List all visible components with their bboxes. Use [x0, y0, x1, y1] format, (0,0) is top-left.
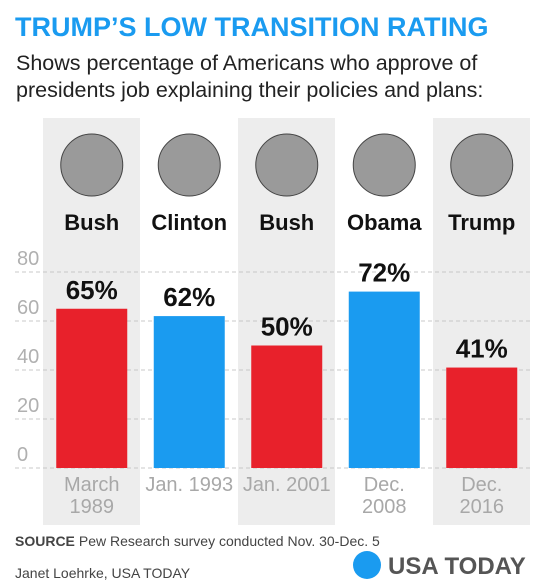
y-tick-label: 80 — [17, 248, 39, 270]
value-label: 65% — [66, 275, 118, 305]
president-name: Trump — [448, 210, 515, 235]
bar — [446, 367, 518, 468]
value-label: 72% — [358, 258, 410, 288]
source-label: SOURCE — [15, 533, 75, 549]
president-name: Clinton — [151, 210, 227, 235]
portrait — [157, 133, 221, 197]
logo: USA TODAY — [388, 553, 526, 580]
chart-title: TRUMP’S LOW TRANSITION RATING — [15, 12, 488, 42]
president-name: Bush — [259, 210, 314, 235]
subtitle: Shows percentage of Americans who approv… — [16, 51, 484, 102]
x-tick-label: Dec. 2016 — [459, 474, 505, 518]
bar — [56, 308, 128, 468]
value-label: 62% — [163, 282, 215, 312]
source-text: Pew Research survey conducted Nov. 30-De… — [79, 533, 380, 549]
bar — [153, 316, 225, 468]
x-tick-label: March 1989 — [63, 474, 120, 518]
value-label: 50% — [261, 312, 313, 342]
credit: Janet Loehrke, USA TODAY — [15, 565, 191, 581]
y-tick-label: 60 — [17, 297, 39, 319]
value-label: 41% — [456, 334, 508, 364]
portrait — [352, 133, 416, 197]
x-tick-label: Dec. 2008 — [362, 474, 407, 518]
portrait — [255, 133, 319, 197]
y-tick-label: 40 — [17, 346, 39, 368]
logo-circle — [353, 551, 381, 579]
x-tick-label: Jan. 1993 — [145, 474, 234, 496]
x-tick-label: Jan. 2001 — [242, 474, 331, 496]
y-tick-label: 20 — [17, 395, 39, 417]
bar — [251, 345, 323, 468]
portrait — [60, 133, 124, 197]
bar — [348, 291, 420, 468]
president-name: Bush — [64, 210, 119, 235]
portrait — [450, 133, 514, 197]
source: SOURCE Pew Research survey conducted Nov.… — [15, 533, 380, 549]
president-name: Obama — [347, 210, 422, 235]
y-tick-label: 0 — [17, 444, 28, 466]
